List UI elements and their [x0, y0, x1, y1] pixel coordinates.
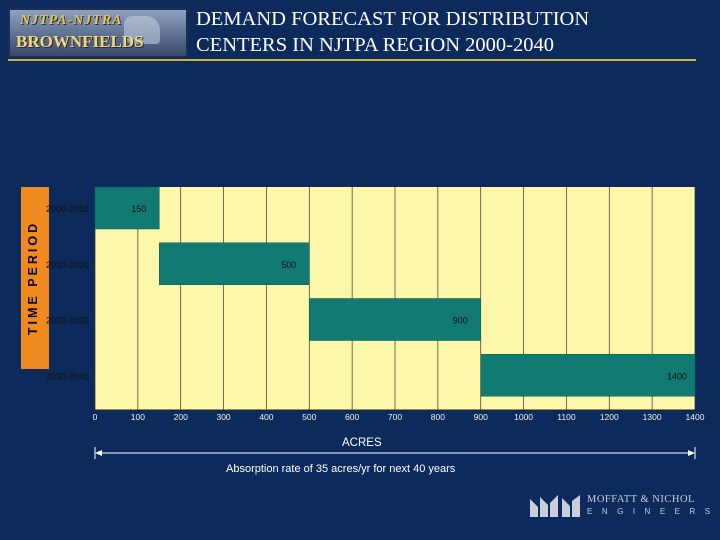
dimension-arrow-right-icon: [688, 450, 695, 456]
x-tick-label-500: 500: [302, 412, 316, 422]
logo-text-line1: NJTPA-NJTRA: [20, 13, 123, 28]
company-name: MOFFATT & NICHOL: [587, 494, 695, 505]
x-tick-label-1100: 1100: [557, 412, 576, 422]
brownfields-planning-logo: NJTPA-NJTRA BROWNFIELDS PLANNING: [8, 8, 188, 58]
x-tick-label-300: 300: [216, 412, 230, 422]
category-labels: 2000-2010 2010-2020 2020-2030 2030-2040: [46, 204, 89, 381]
bars: [94, 186, 696, 397]
x-axis-title: ACRES: [342, 437, 382, 449]
x-tick-label-1200: 1200: [600, 412, 619, 422]
category-label-2020-2030: 2020-2030: [46, 316, 89, 326]
value-labels: 150 500 900 1400: [131, 204, 687, 381]
x-tick-label-200: 200: [174, 412, 188, 422]
category-label-2010-2020: 2010-2020: [46, 260, 89, 270]
category-label-2000-2010: 2000-2010: [46, 204, 89, 214]
bar-2030-2040: [480, 354, 696, 397]
x-tick-label-1000: 1000: [514, 412, 533, 422]
x-tick-label-0: 0: [93, 412, 98, 422]
title-line1: DEMAND FORECAST FOR DISTRIBUTION: [196, 8, 590, 30]
page-title: DEMAND FORECAST FOR DISTRIBUTION CENTERS…: [196, 6, 716, 58]
x-tick-label-1400: 1400: [686, 412, 705, 422]
bar-2010-2020: [159, 242, 310, 285]
x-tick-label-100: 100: [131, 412, 145, 422]
bar-2000-2010: [94, 186, 160, 230]
title-line2: CENTERS IN NJTPA REGION 2000-2040: [196, 34, 555, 56]
bar-2020-2030: [309, 298, 481, 341]
x-axis: 0 100 200 300 400 500 600 700 800 900 1000 1100 1200…: [93, 409, 705, 459]
title-divider: [8, 59, 696, 61]
value-label-2010-2020: 500: [281, 260, 296, 270]
logo-graphic: [124, 16, 160, 44]
company-subtitle: ENGINEERS: [587, 507, 720, 516]
dimension-arrow-left-icon: [95, 450, 102, 456]
footnote: Absorption rate of 35 acres/yr for next …: [226, 463, 456, 475]
value-label-2020-2030: 900: [453, 316, 468, 326]
logo-text-line2: BROWNFIELDS PLANNING: [16, 32, 144, 56]
x-tick-label-700: 700: [388, 412, 402, 422]
x-tick-label-900: 900: [474, 412, 488, 422]
company-logo: MOFFATT & NICHOL ENGINEERS: [530, 493, 710, 519]
x-tick-label-400: 400: [259, 412, 273, 422]
category-label-2030-2040: 2030-2040: [46, 371, 89, 381]
value-label-2030-2040: 1400: [667, 371, 687, 381]
x-tick-label-1300: 1300: [643, 412, 662, 422]
value-label-2000-2010: 150: [131, 204, 146, 214]
y-axis-panel: [21, 187, 49, 369]
mn-logo-icon: [530, 495, 580, 517]
x-tick-label-800: 800: [431, 412, 445, 422]
x-tick-label-600: 600: [345, 412, 359, 422]
